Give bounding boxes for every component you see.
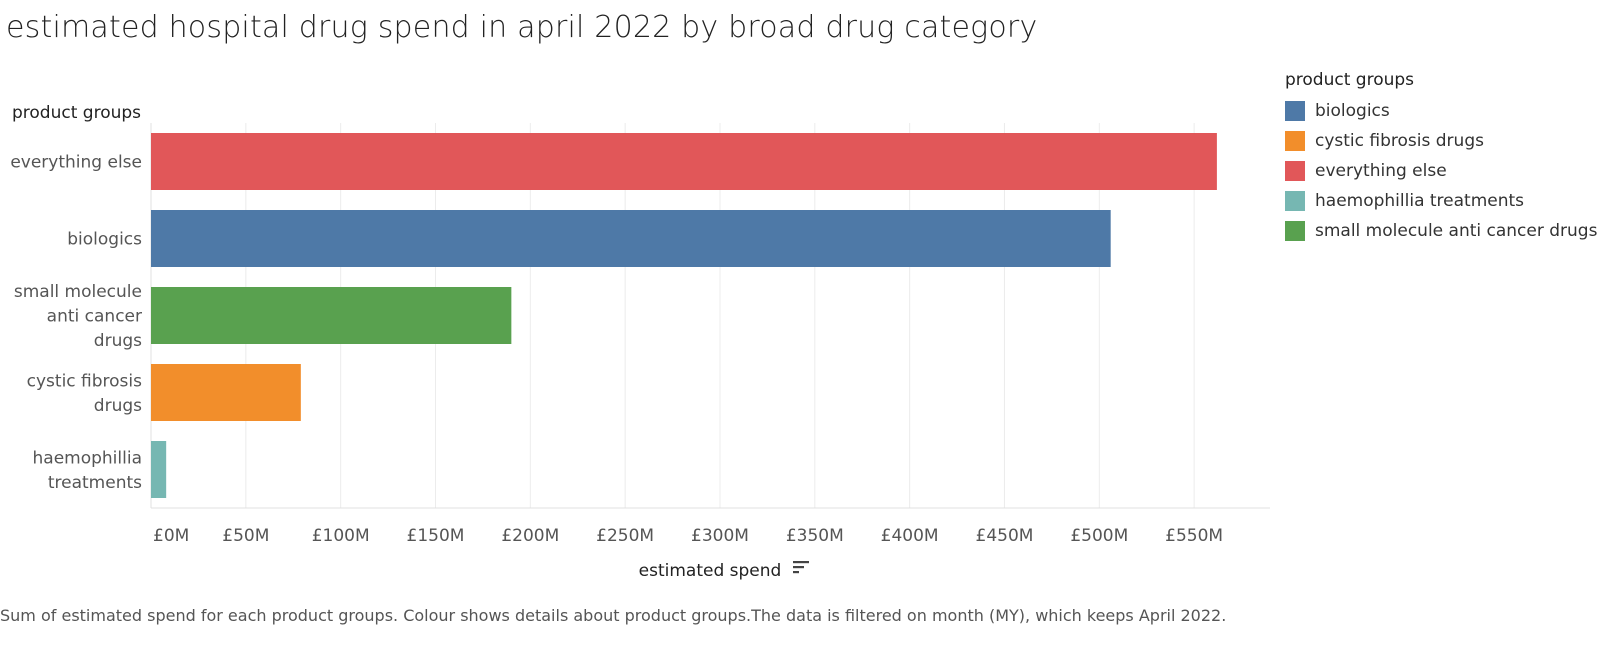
legend-item-biologics[interactable]: biologics — [1285, 96, 1597, 126]
bar[interactable] — [151, 364, 301, 421]
legend-swatch — [1285, 101, 1305, 121]
bar[interactable] — [151, 133, 1217, 190]
legend-item-everything-else[interactable]: everything else — [1285, 156, 1597, 186]
bar-chart: everything else biologics small molecule an… — [10, 103, 1270, 581]
legend-item-haemophillia-treatments[interactable]: haemophillia treatments — [1285, 186, 1597, 216]
y-tick-label: biologics — [67, 230, 142, 250]
x-tick-label: £350M — [786, 526, 844, 546]
x-tick-label: £150M — [407, 526, 465, 546]
y-tick-label: haemophillia treatments — [33, 448, 143, 493]
sort-descending-icon[interactable] — [793, 561, 809, 574]
x-tick-label: £300M — [691, 526, 749, 546]
chart-caption: Sum of estimated spend for each product … — [0, 606, 1227, 625]
x-tick-label: £0M — [153, 526, 189, 546]
legend-label: cystic fibrosis drugs — [1315, 131, 1484, 151]
legend-swatch — [1285, 131, 1305, 151]
legend-label: haemophillia treatments — [1315, 191, 1525, 211]
x-tick-label: £50M — [222, 526, 269, 546]
bar[interactable] — [151, 210, 1111, 267]
legend-swatch — [1285, 161, 1305, 181]
y-tick-label: cystic fibrosis drugs — [27, 371, 143, 416]
legend-label: everything else — [1315, 161, 1447, 181]
legend-label: biologics — [1315, 101, 1390, 121]
legend-item-cystic-fibrosis-drugs[interactable]: cystic fibrosis drugs — [1285, 126, 1597, 156]
x-tick-label: £250M — [596, 526, 654, 546]
y-tick-label: small molecule anti cancer drugs — [14, 282, 142, 351]
legend-title: product groups — [1285, 70, 1415, 90]
x-tick-label: £400M — [881, 526, 939, 546]
legend-swatch — [1285, 221, 1305, 241]
chart-title: estimated hospital drug spend in april 2… — [6, 10, 1038, 45]
legend-swatch — [1285, 191, 1305, 211]
legend-item-small-molecule-anti-cancer-drugs[interactable]: small molecule anti cancer drugs — [1285, 216, 1597, 246]
x-tick-label: £550M — [1165, 526, 1223, 546]
legend-label: small molecule anti cancer drugs — [1315, 221, 1598, 241]
x-axis-title: estimated spend — [639, 561, 782, 581]
x-tick-label: £500M — [1070, 526, 1128, 546]
x-tick-label: £200M — [501, 526, 559, 546]
legend: product groups biologics cystic fibrosis… — [1285, 70, 1597, 246]
y-tick-label: everything else — [10, 153, 142, 173]
x-tick-label: £450M — [976, 526, 1034, 546]
y-axis-title: product groups — [12, 103, 141, 123]
bar[interactable] — [151, 287, 512, 344]
bar[interactable] — [151, 441, 167, 498]
x-tick-label: £100M — [312, 526, 370, 546]
